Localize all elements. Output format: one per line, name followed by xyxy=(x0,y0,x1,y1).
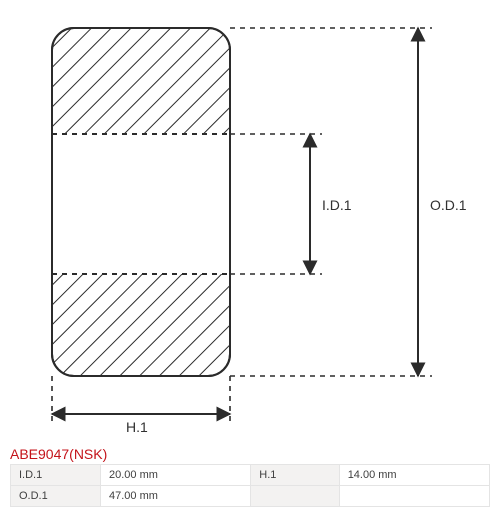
table-row: O.D.1 47.00 mm xyxy=(11,486,490,507)
hatch-bottom xyxy=(52,274,230,376)
hatch-top xyxy=(52,28,230,134)
od-label: O.D.1 xyxy=(430,197,467,213)
cell-h-name: H.1 xyxy=(251,465,339,486)
cell-h-value: 14.00 mm xyxy=(339,465,489,486)
cell-id-name: I.D.1 xyxy=(11,465,101,486)
dimension-table: I.D.1 20.00 mm H.1 14.00 mm O.D.1 47.00 … xyxy=(10,464,490,507)
id-label: I.D.1 xyxy=(322,197,352,213)
cell-empty-name xyxy=(251,486,339,507)
cell-id-value: 20.00 mm xyxy=(101,465,251,486)
part-number: ABE9047(NSK) xyxy=(10,446,107,462)
cell-od-value: 47.00 mm xyxy=(101,486,251,507)
table-row: I.D.1 20.00 mm H.1 14.00 mm xyxy=(11,465,490,486)
cell-empty-value xyxy=(339,486,489,507)
cell-od-name: O.D.1 xyxy=(11,486,101,507)
h-label: H.1 xyxy=(126,419,148,435)
bearing-diagram: O.D.1 I.D.1 H.1 xyxy=(0,0,500,440)
